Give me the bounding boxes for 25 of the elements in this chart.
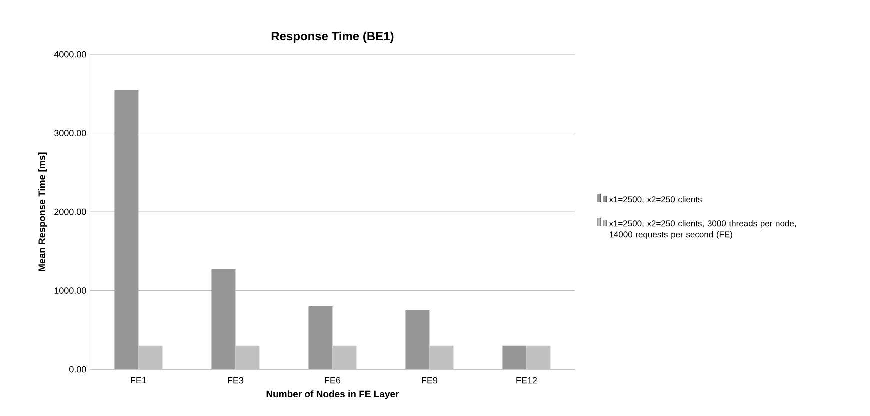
x-tick-label: FE9	[422, 377, 438, 384]
x-tick-label: FE12	[516, 377, 538, 384]
legend-label: x1=2500, x2=250 clients	[609, 196, 702, 204]
y-tick-label: 2000.00	[54, 208, 86, 216]
bar	[236, 346, 260, 370]
x-tick-label: FE6	[325, 377, 341, 384]
y-tick-label: 0.00	[70, 366, 86, 373]
bar	[406, 310, 430, 370]
bar	[430, 346, 454, 370]
bar	[502, 346, 527, 370]
x-tick-label: FE3	[228, 377, 244, 384]
bar	[526, 346, 551, 370]
x-axis-title: Number of Nodes in FE Layer	[266, 390, 400, 400]
bar	[308, 306, 333, 370]
bar	[138, 346, 163, 370]
y-tick-label: 1000.00	[54, 288, 86, 294]
bar	[212, 270, 236, 370]
x-tick-label: FE1	[131, 377, 147, 384]
y-tick-label: 3000.00	[54, 130, 86, 136]
bar	[332, 346, 357, 370]
bar	[114, 90, 139, 370]
chart-title: Response Time (BE1)	[272, 32, 394, 44]
legend-label: x1=2500, x2=250 clients, 3000 threads per node, 14000 requests per second (FE)	[609, 220, 796, 240]
y-tick-label: 4000.00	[54, 51, 86, 58]
y-axis-title: Mean Response Time [ms]	[38, 152, 48, 272]
